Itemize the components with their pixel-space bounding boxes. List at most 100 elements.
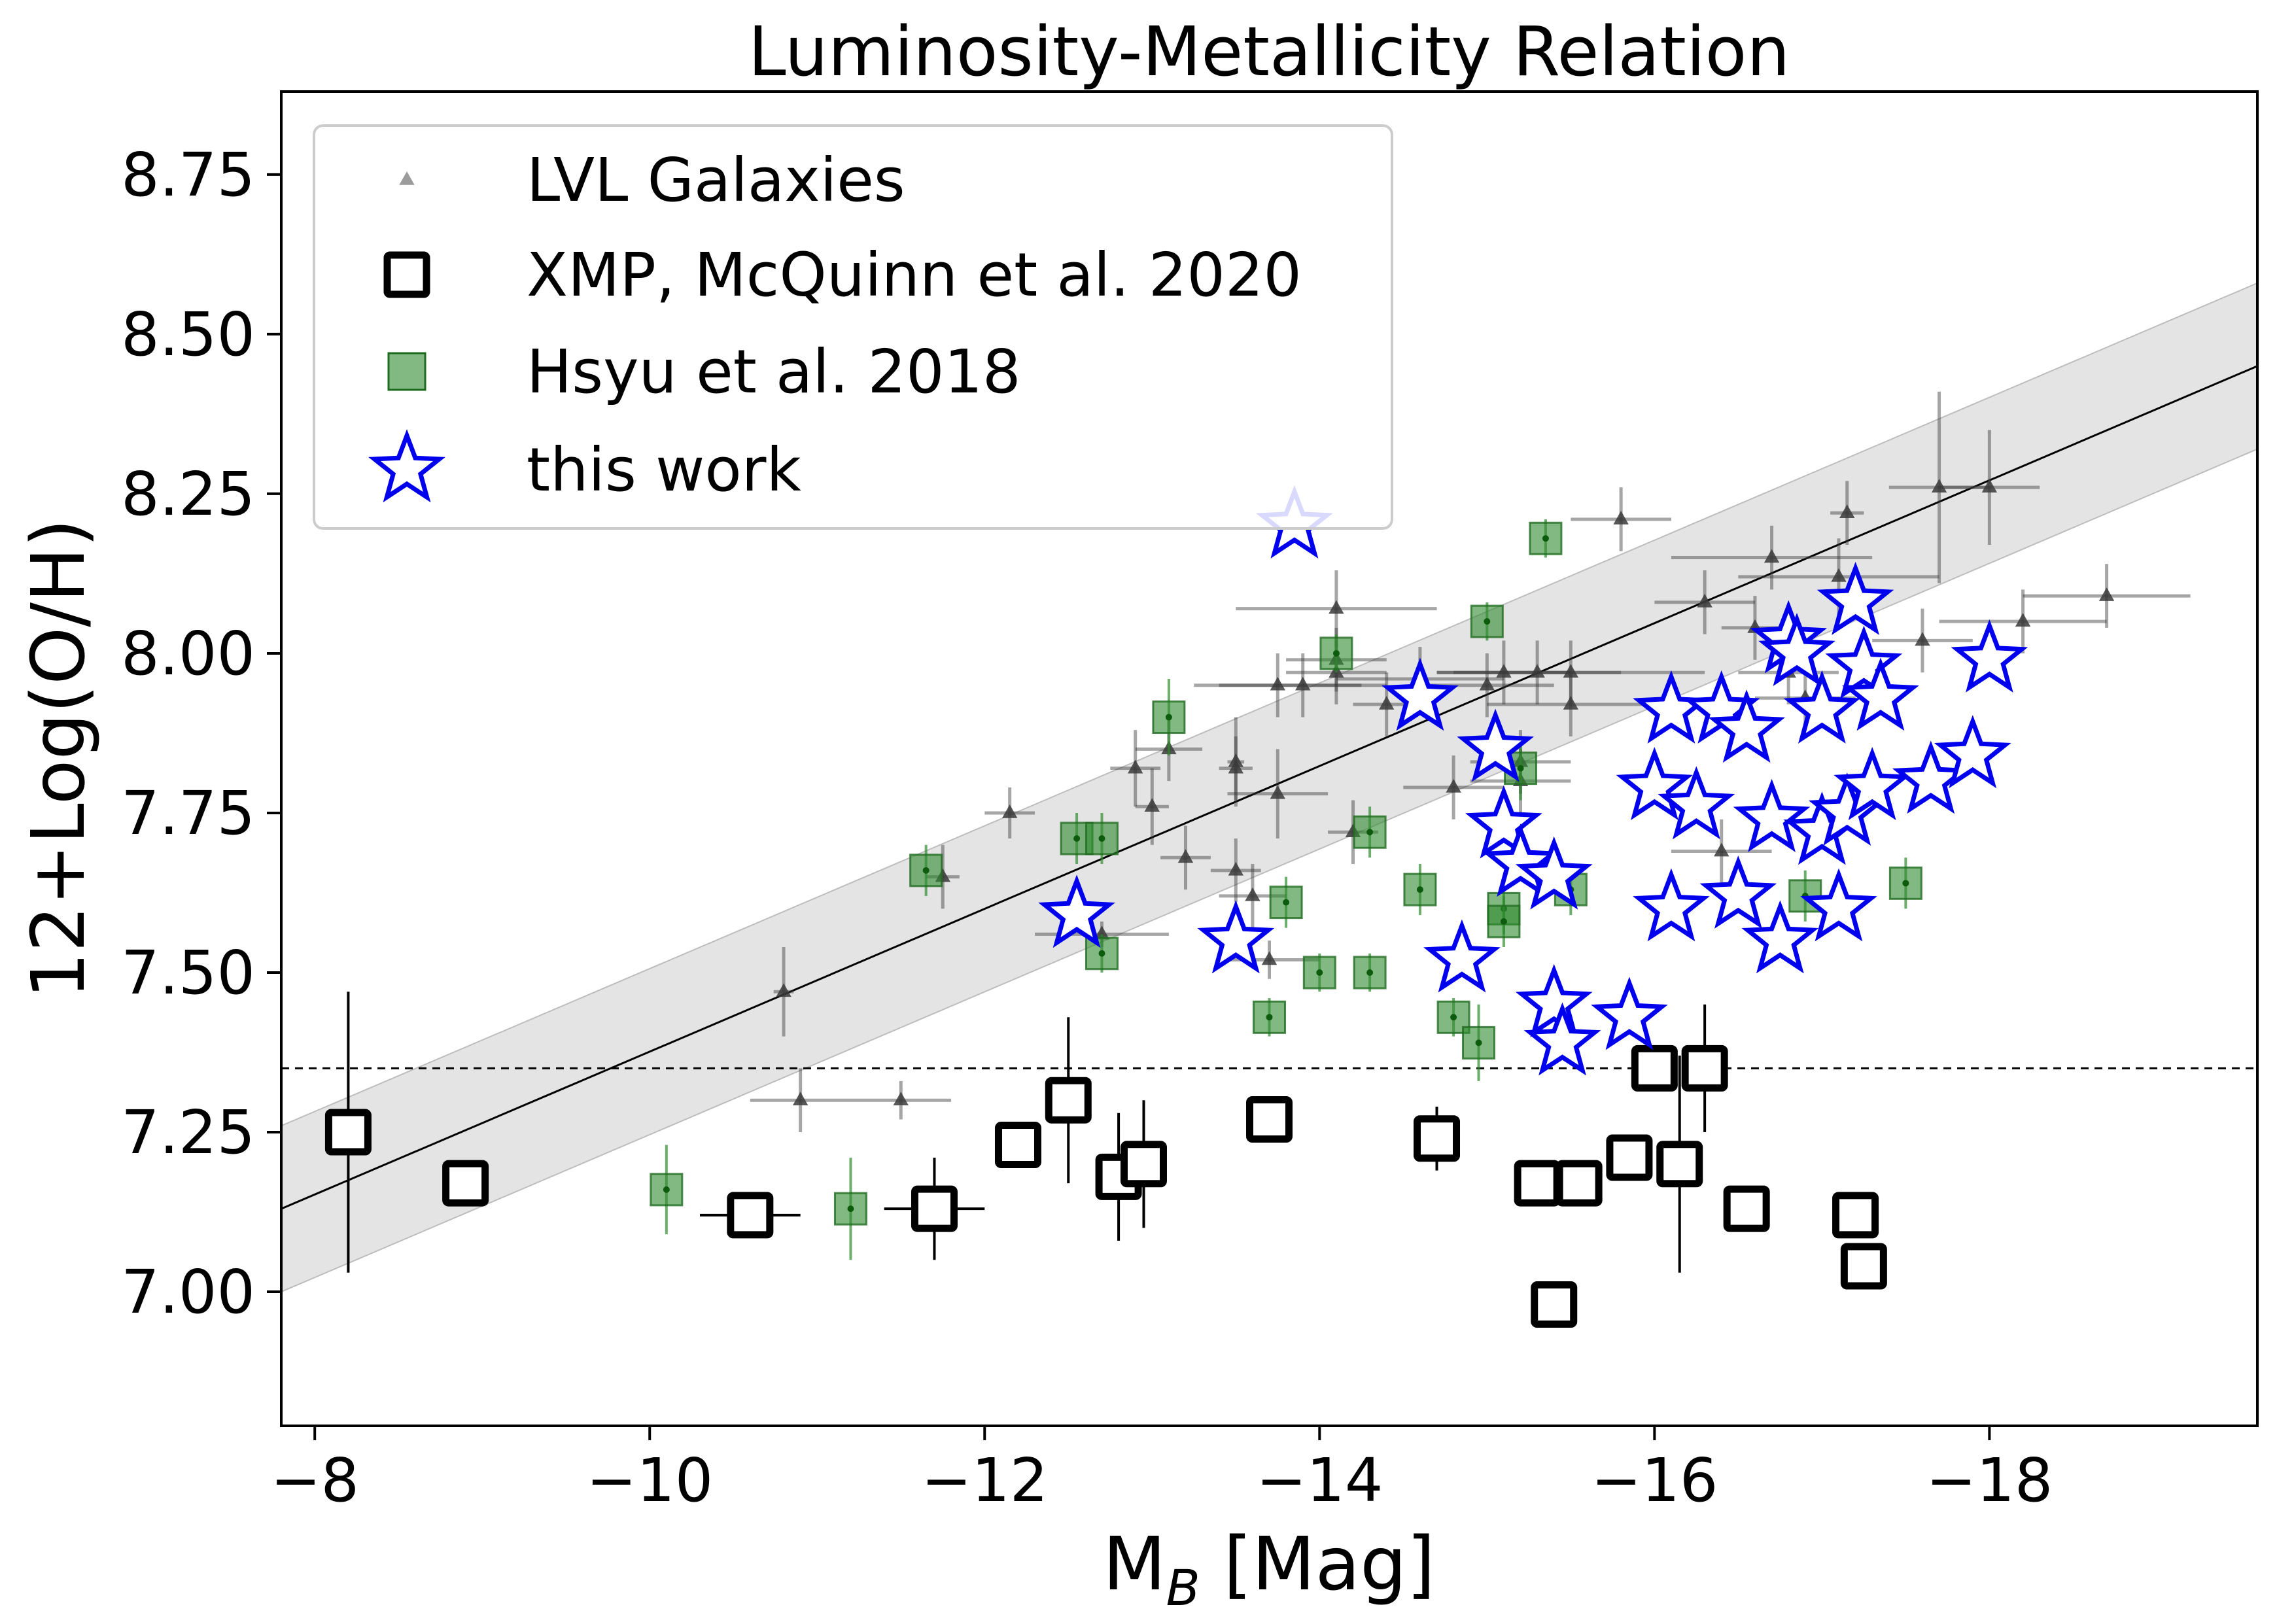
xmp-point: [324, 1109, 372, 1156]
plot-area: [281, 282, 2257, 1328]
hsyu-point-center: [1283, 899, 1290, 906]
lvl-point: [1270, 785, 1286, 799]
lvl-point: [1295, 676, 1311, 691]
xmp-point: [1531, 1281, 1578, 1328]
lvl-point: [1931, 479, 1947, 492]
lvl-point: [1764, 549, 1780, 563]
hsyu-point-center: [1316, 969, 1323, 976]
xmp-point: [1681, 1045, 1728, 1092]
this-work-point: [1465, 785, 1542, 859]
this-work-point: [1658, 766, 1735, 840]
this-work-point: [1708, 689, 1786, 763]
xmp-point: [1840, 1243, 1887, 1290]
plot-frame: [280, 90, 2259, 1427]
y-tick-label: 7.50: [121, 938, 255, 1008]
lvl-point: [1379, 696, 1395, 710]
hsyu-point: [1353, 815, 1387, 849]
y-tick-label: 7.00: [121, 1257, 255, 1327]
this-work-point: [1197, 900, 1275, 974]
legend-label: LVL Galaxies: [527, 145, 905, 215]
hsyu-point-center: [1484, 618, 1491, 625]
lvl-point: [1245, 887, 1260, 901]
this-work-point: [1733, 778, 1811, 852]
this-work-point: [1825, 625, 1903, 699]
legend-marker-hsyu: [387, 352, 426, 391]
xmp-point: [442, 1160, 489, 1207]
lvl-point: [1001, 804, 1018, 818]
hsyu-point-center: [1098, 950, 1105, 957]
hsyu-point-center: [1098, 835, 1105, 842]
x-tick-label: −16: [1591, 1445, 1718, 1515]
fit-line: [281, 365, 2257, 1210]
xmp-point: [1414, 1115, 1461, 1162]
lvl-point: [1479, 676, 1495, 691]
y-tick-label: 8.75: [121, 140, 255, 210]
xmp-point: [1606, 1134, 1653, 1181]
legend-marker-lvl: [399, 171, 415, 185]
legend-marker-this-work: [368, 429, 445, 503]
hsyu-point-center: [847, 1205, 854, 1213]
lvl-point: [1613, 510, 1629, 525]
this-work-point: [1842, 657, 1919, 731]
lvl-point: [1329, 600, 1344, 614]
lvl-point: [1714, 842, 1729, 857]
lvl-point: [1496, 664, 1512, 678]
xmp-point: [1832, 1192, 1879, 1239]
hsyu-point-center: [1073, 835, 1081, 842]
legend: LVL Galaxies XMP, McQuinn et al. 2020 Hsyu…: [313, 124, 1393, 530]
lvl-point: [2098, 587, 2115, 601]
this-work-point: [1741, 900, 1819, 974]
hsyu-point-center: [1517, 765, 1524, 772]
this-work-point: [1423, 919, 1501, 993]
lvl-point: [1261, 951, 1278, 965]
y-tick-label: 7.75: [121, 778, 255, 848]
hsyu-point-center: [1165, 714, 1172, 721]
legend-label: Hsyu et al. 2018: [527, 337, 1021, 407]
this-work-point: [1783, 670, 1861, 744]
lvl-point: [1915, 632, 1930, 646]
hsyu-point-center: [1500, 918, 1507, 925]
lvl-point: [1144, 798, 1160, 812]
hsyu-point-center: [1416, 886, 1423, 893]
hsyu-point: [1152, 700, 1186, 734]
lvl-point: [1270, 676, 1286, 691]
this-work-point: [1382, 657, 1459, 731]
this-work-point: [1038, 874, 1115, 948]
hsyu-point-center: [1366, 969, 1374, 976]
this-work-point: [1934, 715, 2011, 789]
hsyu-point: [1487, 905, 1521, 939]
hsyu-point-center: [1366, 829, 1374, 836]
hsyu-point-center: [1902, 880, 1909, 887]
legend-box: [313, 124, 1393, 530]
x-tick-label: −12: [921, 1445, 1048, 1515]
this-work-point: [1951, 619, 2028, 693]
lvl-point: [1446, 778, 1461, 793]
xmp-point: [727, 1192, 774, 1239]
y-tick-label: 8.50: [121, 300, 255, 370]
lvl-point: [1529, 664, 1545, 678]
hsyu-point-center: [1332, 649, 1340, 657]
this-work-point: [1616, 747, 1694, 821]
this-work-point: [1523, 1002, 1601, 1076]
hsyu-point: [1403, 872, 1437, 907]
xmp-point: [1120, 1141, 1167, 1188]
hsyu-point-center: [1475, 1039, 1482, 1046]
xmp-point: [1656, 1141, 1703, 1188]
x-axis-label: MB [Mag]: [1103, 1522, 1435, 1617]
this-work-point: [1758, 613, 1835, 687]
this-work-point: [1699, 855, 1777, 929]
xmp-point: [1246, 1096, 1293, 1143]
lvl-point: [1563, 696, 1579, 710]
axes: −8 −10 −12 −14 −16 −18 7.00 7.25 7.50 7.75 8.00 8.2…: [121, 140, 2053, 1515]
xmp-point: [994, 1122, 1041, 1169]
y-tick-label: 8.00: [121, 619, 255, 689]
x-tick-label: −10: [586, 1445, 713, 1515]
this-work-point: [1633, 868, 1710, 942]
xmp-point: [1045, 1077, 1092, 1124]
lvl-point: [1831, 568, 1847, 582]
legend-label: XMP, McQuinn et al. 2020: [527, 240, 1302, 310]
lvl-point: [1177, 849, 1194, 863]
y-axis-label: 12+Log(O/H): [16, 519, 101, 999]
legend-marker-xmp: [383, 251, 430, 298]
x-tick-label: −18: [1926, 1445, 2053, 1515]
